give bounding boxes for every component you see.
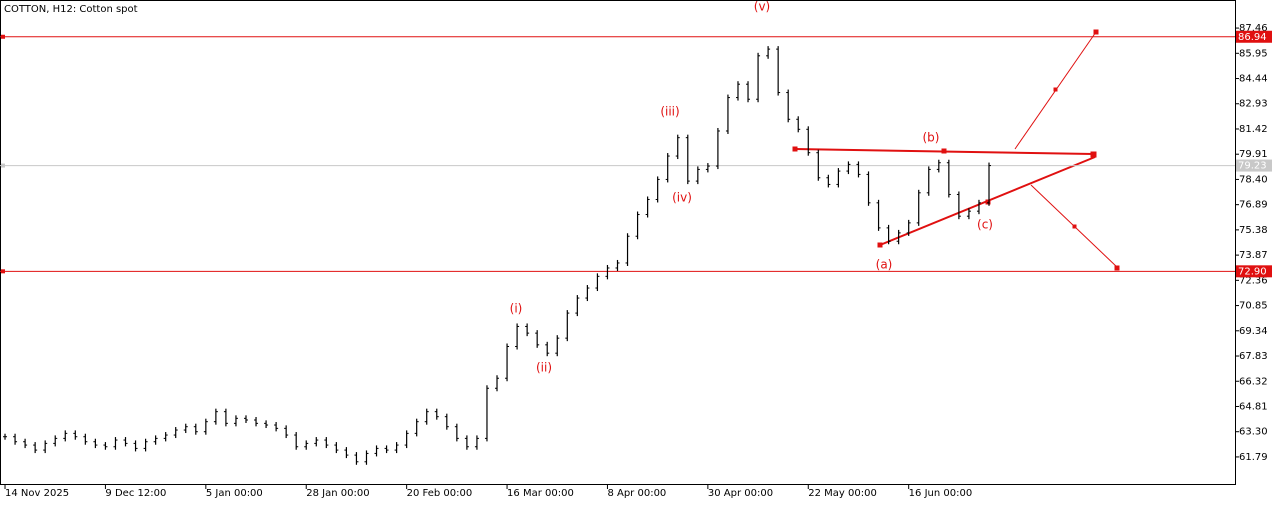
y-tick-label: 73.87 [1239, 250, 1268, 261]
price-label: 72.90 [1238, 266, 1267, 277]
price-label-bg [1236, 265, 1272, 278]
y-tick-label: 67.83 [1239, 351, 1268, 362]
anchor [877, 242, 883, 248]
drawings [792, 29, 1120, 271]
price-bars [3, 46, 992, 465]
chart-title: COTTON, H12: Cotton spot [4, 4, 138, 15]
anchor [985, 199, 991, 205]
y-tick-label: 70.85 [1239, 301, 1268, 312]
y-tick-label: 81.42 [1239, 124, 1268, 135]
y-tick-label: 76.89 [1239, 200, 1268, 211]
y-tick-label: 69.34 [1239, 326, 1268, 337]
y-tick-label: 85.95 [1239, 48, 1268, 59]
x-tick-label: 16 Jun 00:00 [909, 488, 973, 499]
anchor [1072, 224, 1077, 229]
y-tick-label: 87.46 [1239, 23, 1268, 34]
x-tick-label: 28 Jan 00:00 [306, 488, 369, 499]
x-tick-label: 16 Mar 00:00 [507, 488, 574, 499]
x-tick-label: 30 Apr 00:00 [708, 488, 773, 499]
plot-frame [0, 0, 1236, 485]
wave-label: (i) [510, 302, 523, 316]
price-label-bg [1236, 30, 1272, 43]
anchor [1053, 87, 1058, 92]
wave-label: (a) [876, 258, 893, 272]
anchor [792, 146, 798, 152]
y-tick-label: 61.79 [1239, 452, 1268, 463]
price-label: 86.94 [1238, 32, 1267, 43]
wave-label: (ii) [536, 361, 552, 375]
price-label: 79.23 [1238, 161, 1267, 172]
price-marker [1, 269, 5, 274]
wave-label: (c) [977, 218, 993, 232]
x-tick-label: 9 Dec 12:00 [105, 488, 166, 499]
y-tick-label: 79.91 [1239, 149, 1268, 160]
anchor [1090, 151, 1097, 158]
y-tick-label: 84.44 [1239, 74, 1268, 85]
x-tick-label: 22 May 00:00 [808, 488, 877, 499]
wave-label: (iii) [660, 105, 679, 119]
wave-label: (b) [923, 131, 940, 145]
wave-label: (iv) [672, 191, 692, 205]
y-tick-label: 82.93 [1239, 99, 1268, 110]
anchor [1114, 265, 1120, 271]
x-tick-label: 20 Feb 00:00 [407, 488, 473, 499]
anchor [1093, 29, 1099, 35]
x-tick-label: 14 Nov 2025 [5, 488, 69, 499]
y-tick-label: 72.36 [1239, 275, 1268, 286]
price-label-bg [1236, 159, 1272, 172]
y-tick-label: 78.40 [1239, 174, 1268, 185]
y-tick-label: 63.30 [1239, 427, 1268, 438]
wave-label: (v) [754, 0, 770, 14]
y-tick-label: 64.81 [1239, 401, 1268, 412]
price-marker [1, 163, 5, 168]
y-tick-label: 75.38 [1239, 225, 1268, 236]
anchor [941, 148, 947, 154]
x-tick-label: 5 Jan 00:00 [206, 488, 263, 499]
price-marker [1, 34, 5, 39]
x-tick-label: 8 Apr 00:00 [607, 488, 666, 499]
y-tick-label: 66.32 [1239, 376, 1268, 387]
